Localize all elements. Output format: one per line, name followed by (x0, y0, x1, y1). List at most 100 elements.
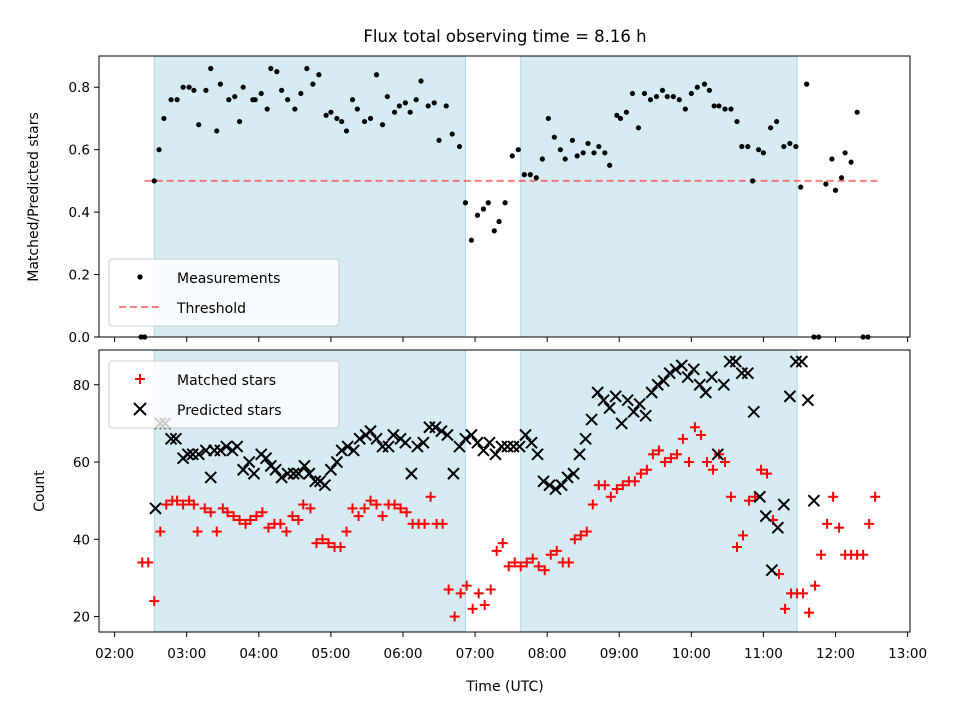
measurement-point (474, 212, 481, 218)
predicted-marker-stroke (753, 490, 767, 504)
matched-star-point (750, 491, 761, 502)
measurement-point (480, 206, 487, 212)
predicted-star-point (687, 363, 700, 376)
predicted-marker-stroke (573, 448, 586, 461)
measurement-point (641, 90, 648, 97)
y-tick-label: 0.0 (69, 330, 90, 346)
measurement-point (676, 97, 682, 103)
matched-star-point (205, 507, 216, 518)
predicted-star-point (483, 436, 496, 449)
measurement-point (203, 87, 209, 93)
predicted-star-point (341, 440, 354, 453)
measurement-point (823, 181, 829, 187)
predicted-marker-stroke (204, 471, 217, 484)
measurement-point (436, 137, 442, 143)
y-tick-label: 40 (73, 532, 90, 548)
predicted-star-point (275, 471, 288, 484)
measurement-point (502, 200, 508, 206)
predicted-star-point (353, 432, 366, 446)
legend-matched-label: Matched stars (177, 373, 276, 389)
predicted-marker-stroke (330, 455, 344, 469)
bottom-y-axis: 20 40 60 80 (73, 378, 99, 626)
measurement-point (745, 143, 751, 150)
matched-star-point (515, 561, 526, 572)
predicted-star-point (387, 428, 400, 442)
y-tick-label: 20 (73, 610, 90, 626)
predicted-star-point (681, 370, 694, 384)
matched-star-point (509, 557, 520, 568)
y-tick-label: 0.8 (69, 80, 90, 96)
measurement-point (768, 125, 774, 131)
matched-star-point (199, 503, 210, 514)
x-tick-label: 02:00 (95, 646, 134, 662)
predicted-star-point (335, 444, 348, 457)
predicted-marker-stroke (513, 440, 526, 453)
predicted-marker-stroke (537, 475, 550, 488)
measurement-point (728, 106, 734, 112)
measurement-point (373, 72, 380, 78)
predicted-marker-stroke (597, 394, 610, 407)
predicted-star-point (777, 498, 791, 511)
predicted-marker-stroke (242, 455, 256, 469)
measurement-point (226, 97, 232, 103)
measurement-point (174, 97, 180, 103)
matched-star-point (287, 511, 298, 522)
matched-star-point (395, 503, 406, 514)
predicted-marker-stroke (459, 432, 472, 446)
predicted-marker-stroke (453, 440, 466, 453)
measurement-point (208, 65, 214, 72)
matched-star-point (731, 542, 742, 553)
matched-star-point (263, 522, 274, 533)
matched-star-point (533, 561, 544, 572)
matched-star-point (707, 464, 718, 475)
measurement-point (602, 150, 608, 156)
predicted-star-point (549, 482, 562, 496)
predicted-marker-stroke (675, 359, 688, 372)
measurement-point (485, 200, 491, 206)
measurement-point (361, 118, 368, 125)
predicted-marker-stroke (220, 440, 233, 453)
measurement-point (617, 115, 624, 122)
predicted-marker-stroke (747, 405, 761, 419)
x-tick-label: 10:00 (672, 646, 711, 662)
predicted-star-point (370, 432, 383, 446)
x-tick-label: 05:00 (311, 646, 350, 662)
measurement-point (334, 115, 340, 122)
predicted-marker-stroke (247, 467, 261, 480)
predicted-legend-marker (133, 402, 147, 416)
measurement-point (614, 112, 620, 118)
predicted-star-point (603, 401, 616, 415)
measurement-point (402, 100, 408, 106)
predicted-marker-stroke (777, 498, 791, 511)
predicted-marker-stroke (567, 467, 580, 480)
measurement-point (418, 78, 424, 84)
matched-star-point (756, 464, 767, 475)
measurement-point (443, 103, 449, 109)
bottom-legend: Matched stars Predicted stars (108, 360, 340, 429)
x-tick-label: 03:00 (167, 646, 206, 662)
measurement-point (191, 87, 197, 93)
predicted-star-point (399, 436, 412, 449)
predicted-marker-stroke (807, 494, 821, 507)
predicted-marker-stroke (801, 394, 815, 407)
predicted-marker-stroke (489, 448, 502, 461)
measurement-point (258, 90, 264, 97)
top-legend: Measurements Threshold (108, 258, 340, 327)
matched-star-point (575, 530, 586, 541)
predicted-star-point (609, 390, 622, 403)
predicted-star-point (585, 413, 598, 426)
measurement-point (252, 97, 258, 103)
matched-star-point (659, 457, 670, 468)
predicted-marker-stroke (657, 374, 670, 388)
matched-star-point (744, 495, 755, 506)
predicted-marker-stroke (192, 448, 205, 461)
observing-window-band (520, 350, 798, 632)
measurement-point (240, 84, 246, 90)
predicted-star-point (513, 440, 526, 453)
predicted-marker-stroke (411, 440, 424, 453)
predicted-marker-stroke (579, 432, 592, 446)
matched-star-point (503, 561, 514, 572)
matched-star-point (834, 522, 845, 533)
predicted-star-point (699, 386, 712, 399)
measurement-point (151, 178, 157, 184)
